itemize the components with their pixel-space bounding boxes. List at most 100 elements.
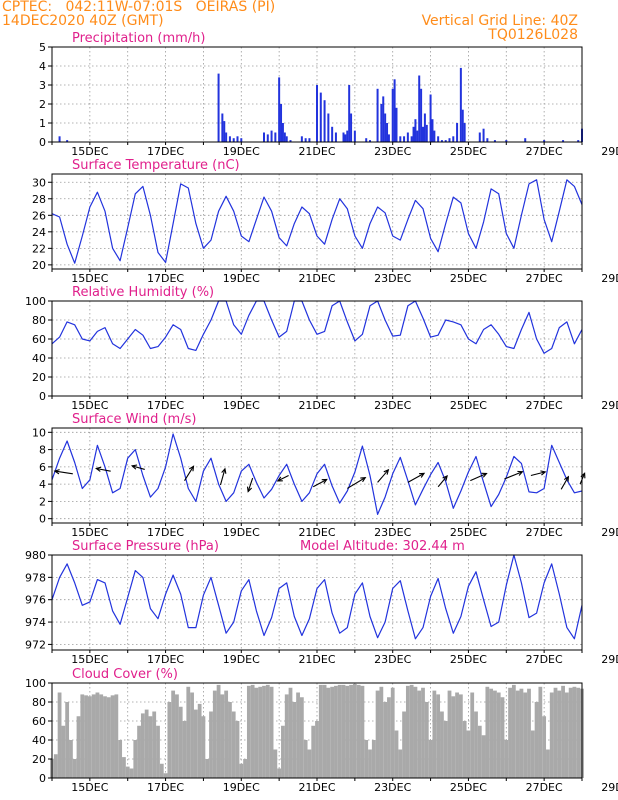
precip-bar [433,130,436,142]
cloud-bar [250,684,255,778]
cloud-bar [76,716,81,778]
precip-bar [416,130,419,142]
cloud-bar [511,684,516,778]
cloud-bar [508,687,512,778]
cloud-bar [440,711,444,778]
cloud-bar [470,692,475,778]
precip-bar [232,138,235,142]
x-tick-label: 17DEC [147,781,184,794]
cloud-bar [530,730,535,778]
precip-bar [493,140,496,142]
cloud-bar [500,697,505,778]
cloud-bar [390,687,395,778]
wind-title: Surface Wind (m/s) [72,412,196,427]
cloud-bar [504,740,509,778]
cloud-bar [349,684,353,778]
wind-arrow-shaft [277,475,289,482]
cloud-bar [296,692,300,778]
precip-bar [420,88,423,142]
cloud-bar [61,725,66,778]
wind-arrow-shaft [377,469,389,483]
y-tick-label: 0 [39,772,46,785]
precip-bar [369,140,371,142]
x-tick-label: 17DEC [147,526,184,539]
wind-arrow-head [517,470,524,476]
x-tick-label: 23DEC [374,653,411,666]
cloud-bar [546,749,550,778]
precip-bar [524,138,527,142]
x-tick-label: 15DEC [71,526,108,539]
cloud-bar [387,697,391,778]
y-tick-label: 3 [39,79,46,92]
cloud-bar [421,687,425,778]
precip-bar [217,73,220,142]
rh-title: Relative Humidity (%) [72,285,214,300]
wind-arrow [560,475,570,490]
y-tick-label: 24 [32,226,46,239]
header: CPTEC: 042:11W-07:01S OEIRAS (PI) 14DEC2… [0,0,618,48]
cloud-bar [523,692,528,778]
cloud-bar [171,690,176,778]
precip-title: Precipitation (mm/h) [72,31,205,46]
precip-bar [463,123,466,142]
x-tick-label: 21DEC [298,526,335,539]
precip-bar [228,136,231,142]
x-tick-label: 15DEC [71,653,108,666]
x-tick-label: 25DEC [450,399,487,412]
cloud-bar [402,711,406,778]
cloud-bar [417,690,422,778]
wind-arrow-shaft [560,476,569,490]
cloud-bar [258,686,263,778]
precip-bar [418,75,421,142]
cloud-bar [163,773,168,778]
chart-cloud: 0 20 40 60 80 100 15DEC 17DEC 19DEC 21DEC 23DEC 25D… [25,667,618,794]
precip-bar [382,96,385,142]
cloud-bar [557,690,562,778]
cloud-bar [383,702,388,778]
precip-bar [406,132,409,142]
precip-bar [283,132,286,142]
cloud-bar [341,684,346,778]
cloud-bar [254,687,259,778]
wind-arrow-head [540,470,547,476]
cloud-bar [57,692,62,778]
cloud-bar [534,702,539,778]
wind-arrow-head [188,465,195,472]
wind-arrow-shaft [347,477,366,489]
cloud-bar [148,716,153,778]
x-tick-label: 29DEC [601,145,618,158]
cloud-bar [159,763,164,778]
forecast-date: 14DEC2020 40Z (GMT) [2,13,164,29]
pressure-title: Surface Pressure (hPa) [72,539,219,554]
y-tick-label: 5 [39,41,46,54]
precip-bar [543,140,546,142]
cloud-bar [462,721,467,778]
cloud-bar [477,725,482,778]
x-tick-label: 29DEC [601,653,618,666]
cloud-bar [269,686,274,778]
cloud-bar [364,740,369,778]
cloud-bar [284,694,289,778]
wind-arrow [219,467,227,486]
x-tick-label: 19DEC [223,272,260,285]
cloud-bar [474,711,478,778]
precip-bar [412,126,415,142]
cloud-bar [281,725,285,778]
precip-bar [395,107,398,142]
precip-bar [58,136,61,142]
cloud-bar [53,754,58,778]
cloud-bar [375,690,380,778]
cloud-bar [106,697,111,778]
precip-bar [562,140,565,142]
y-tick-label: 2 [39,98,46,111]
precip-bar [308,138,311,142]
cloud-bar [156,725,160,778]
precip-bar [399,136,402,142]
wind-arrow-shaft [131,465,145,470]
precip-bar [266,134,269,142]
cloud-bar [405,685,410,778]
cloud-bar [561,685,565,778]
cloud-bar [273,749,278,778]
y-tick-label: 972 [25,638,46,651]
